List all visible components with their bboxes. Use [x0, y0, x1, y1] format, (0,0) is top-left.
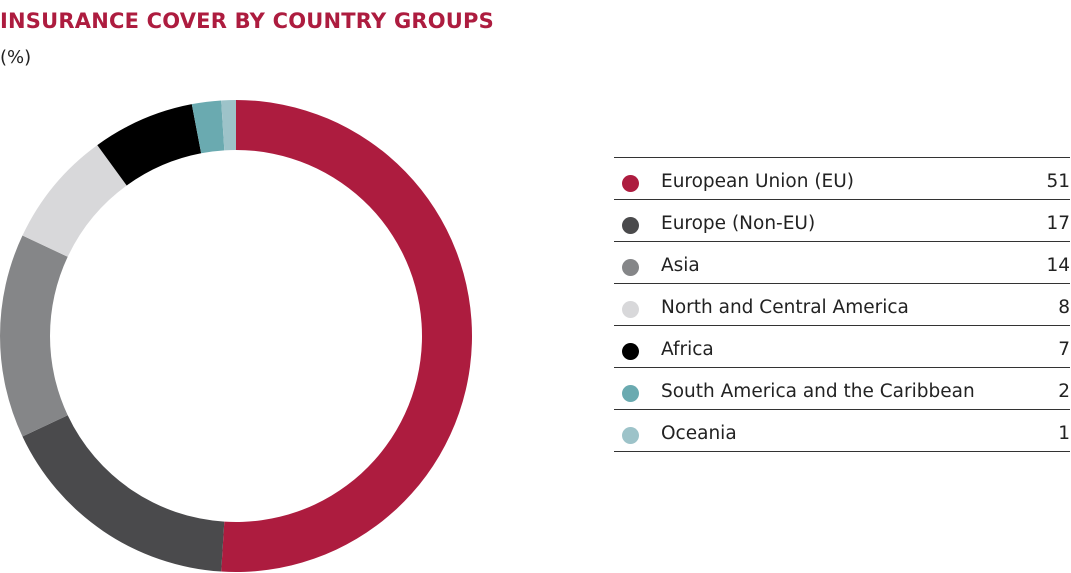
- legend-label: North and Central America: [661, 297, 909, 318]
- donut-slice-4: [22, 145, 127, 257]
- legend-row: Europe (Non-EU) 17: [614, 200, 1070, 242]
- chart-legend: European Union (EU) 51 Europe (Non-EU) 17 As…: [614, 157, 1070, 452]
- legend-row: Africa 7: [614, 326, 1070, 368]
- chart-title: INSURANCE COVER BY COUNTRY GROUPS: [0, 9, 494, 33]
- donut-slice-6: [191, 100, 225, 154]
- legend-label: Asia: [661, 255, 700, 276]
- legend-label: European Union (EU): [661, 171, 854, 192]
- legend-value: 8: [1058, 297, 1070, 318]
- legend-value: 1: [1058, 423, 1070, 444]
- legend-value: 7: [1058, 339, 1070, 360]
- legend-row: Asia 14: [614, 242, 1070, 284]
- donut-chart: [0, 100, 473, 572]
- legend-swatch: [622, 427, 639, 444]
- legend-value: 14: [1046, 255, 1070, 276]
- legend-swatch: [622, 343, 639, 360]
- legend-row: North and Central America 8: [614, 284, 1070, 326]
- legend-label: Africa: [661, 339, 714, 360]
- legend-row: Oceania 1: [614, 410, 1070, 452]
- donut-slice-3: [0, 235, 68, 437]
- legend-value: 17: [1046, 213, 1070, 234]
- legend-value: 51: [1046, 171, 1070, 192]
- legend-swatch: [622, 175, 639, 192]
- legend-swatch: [622, 217, 639, 234]
- legend-label: Europe (Non-EU): [661, 213, 816, 234]
- chart-unit-label: (%): [0, 47, 32, 68]
- donut-slice-1: [221, 100, 473, 572]
- donut-slice-2: [22, 415, 225, 572]
- legend-row: European Union (EU) 51: [614, 158, 1070, 200]
- legend-label: Oceania: [661, 423, 737, 444]
- legend-swatch: [622, 259, 639, 276]
- legend-swatch: [622, 385, 639, 402]
- legend-swatch: [622, 301, 639, 318]
- donut-slice-7: [221, 100, 236, 151]
- legend-label: South America and the Caribbean: [661, 381, 975, 402]
- legend-row: South America and the Caribbean 2: [614, 368, 1070, 410]
- legend-value: 2: [1058, 381, 1070, 402]
- donut-slice-5: [97, 104, 202, 186]
